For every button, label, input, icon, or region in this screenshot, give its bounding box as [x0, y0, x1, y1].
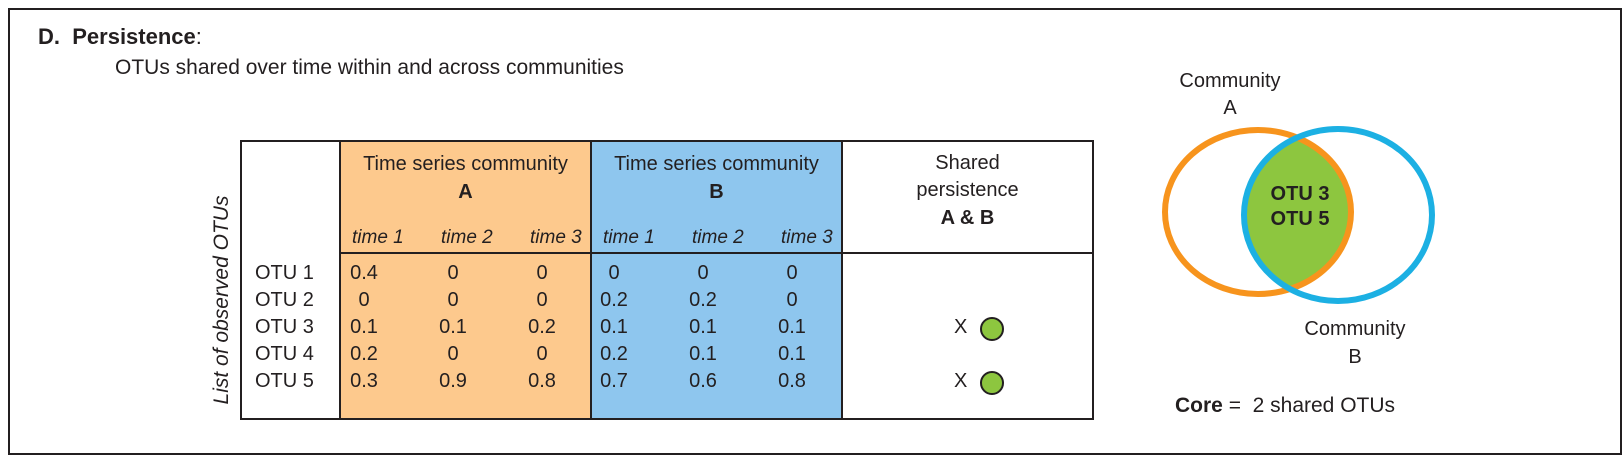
venn-circle-b	[1241, 126, 1435, 304]
group-b-header: Time series community	[614, 153, 819, 175]
cell-b-time2: 0	[697, 262, 709, 284]
group-a-letter: A	[458, 181, 473, 203]
core-summary: Core = 2 shared OTUs	[1175, 394, 1395, 418]
section-title-suffix: :	[195, 24, 202, 49]
cell-a-time2: 0.1	[439, 316, 467, 338]
cell-b-time2: 0.1	[689, 343, 717, 365]
section-letter: D.	[38, 24, 60, 49]
community-b-block	[590, 140, 843, 420]
shared-mark: X	[954, 316, 968, 338]
shared-header-line1: Shared	[935, 152, 1000, 174]
venn-intersection-line1: OTU 3	[1270, 183, 1330, 205]
panel-frame	[8, 8, 1622, 455]
cell-a-time1: 0	[358, 289, 370, 311]
cell-a-time3: 0	[536, 289, 548, 311]
venn-intersection-line2: OTU 5	[1270, 208, 1330, 230]
cell-b-time3: 0	[786, 289, 798, 311]
cell-a-time3: 0.2	[528, 316, 556, 338]
cell-b-time1: 0.1	[600, 316, 628, 338]
cell-b-time2: 0.2	[689, 289, 717, 311]
venn-circle-a	[1162, 127, 1354, 297]
venn-label-b-line1: Community	[1304, 318, 1406, 340]
cell-b-time3: 0.8	[778, 370, 806, 392]
cell-b-time2: 0.1	[689, 316, 717, 338]
otu-label: OTU 4	[255, 343, 314, 365]
otu-label: OTU 5	[255, 370, 314, 392]
otu-label: OTU 2	[255, 289, 314, 311]
venn-label-b-line2: B	[1348, 346, 1362, 368]
cell-a-time1: 0.4	[350, 262, 378, 284]
cell-b-time3: 0	[786, 262, 798, 284]
venn-label-a-line1: Community	[1179, 70, 1281, 92]
group-b-letter: B	[709, 181, 724, 203]
venn-intersection	[1244, 130, 1351, 294]
cell-a-time2: 0	[447, 289, 459, 311]
time-label-b3: time 3	[781, 227, 833, 248]
venn-label-a-line2: A	[1223, 97, 1237, 119]
otu-label: OTU 1	[255, 262, 314, 284]
cell-a-time1: 0.2	[350, 343, 378, 365]
cell-b-time2: 0.6	[689, 370, 717, 392]
bottom-divider	[8, 453, 1622, 455]
cell-a-time1: 0.1	[350, 316, 378, 338]
shared-mark: X	[954, 370, 968, 392]
cell-b-time3: 0.1	[778, 316, 806, 338]
shared-dot-icon	[980, 317, 1004, 341]
community-a-block	[339, 140, 592, 420]
cell-a-time3: 0.8	[528, 370, 556, 392]
cell-a-time3: 0	[536, 262, 548, 284]
time-label-a2: time 2	[441, 227, 493, 248]
time-label-b2: time 2	[692, 227, 744, 248]
group-a-header: Time series community	[363, 153, 568, 175]
core-label: Core	[1175, 394, 1223, 417]
cell-b-time3: 0.1	[778, 343, 806, 365]
section-subtitle: OTUs shared over time within and across …	[115, 56, 624, 79]
cell-a-time2: 0.9	[439, 370, 467, 392]
cell-b-time1: 0	[608, 262, 620, 284]
core-value: 2 shared OTUs	[1252, 394, 1396, 417]
time-label-a1: time 1	[352, 227, 404, 248]
core-equals: =	[1228, 394, 1241, 417]
time-label-b1: time 1	[603, 227, 655, 248]
shared-block	[841, 140, 1094, 420]
shared-dot-icon	[980, 371, 1004, 395]
otu-label: OTU 3	[255, 316, 314, 338]
section-title-text: Persistence	[72, 24, 196, 49]
cell-b-time1: 0.7	[600, 370, 628, 392]
cell-a-time2: 0	[447, 343, 459, 365]
header-divider	[339, 252, 1094, 254]
section-title: D. Persistence:	[38, 24, 202, 50]
cell-a-time3: 0	[536, 343, 548, 365]
shared-header-line2: persistence	[916, 179, 1019, 201]
time-label-a3: time 3	[530, 227, 582, 248]
cell-b-time1: 0.2	[600, 343, 628, 365]
cell-a-time1: 0.3	[350, 370, 378, 392]
cell-a-time2: 0	[447, 262, 459, 284]
cell-b-time1: 0.2	[600, 289, 628, 311]
shared-header-line3: A & B	[940, 207, 995, 229]
